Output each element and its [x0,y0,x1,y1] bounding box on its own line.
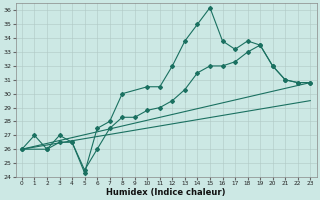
X-axis label: Humidex (Indice chaleur): Humidex (Indice chaleur) [106,188,226,197]
